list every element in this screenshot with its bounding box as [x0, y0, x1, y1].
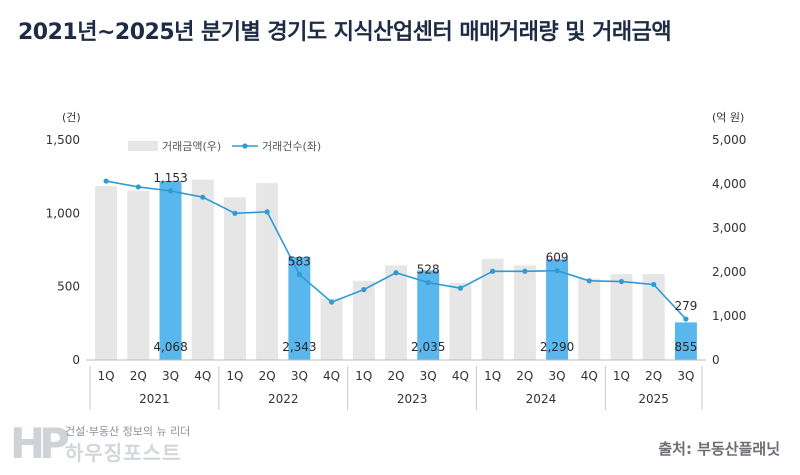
category-label: 2Q: [645, 369, 662, 383]
right-axis-tick: 0: [712, 353, 720, 367]
category-label: 1Q: [226, 369, 243, 383]
right-axis-tick: 5,000: [712, 133, 746, 147]
bar-value-label: 4,068: [153, 340, 187, 354]
legend-bar-swatch: [128, 141, 158, 151]
bar: [223, 197, 246, 360]
left-axis-tick: 0: [72, 353, 80, 367]
line-point: [586, 278, 592, 284]
line-point: [167, 188, 174, 194]
line-point: [135, 184, 141, 190]
right-axis-unit: (억 원): [712, 111, 744, 124]
bar: [191, 179, 214, 360]
line-point: [425, 279, 431, 286]
bar: [449, 283, 472, 360]
line-point: [683, 316, 689, 322]
category-label: 1Q: [613, 369, 630, 383]
year-label: 2025: [638, 392, 669, 406]
category-label: 2Q: [130, 369, 147, 383]
line-point: [296, 271, 302, 278]
line-point: [457, 285, 464, 291]
line-point: [361, 287, 367, 293]
category-label: 4Q: [194, 369, 211, 383]
bar: [513, 265, 536, 360]
bar: [578, 278, 601, 360]
category-label: 2Q: [516, 369, 533, 383]
right-axis-tick: 1,000: [712, 309, 746, 323]
left-axis-tick: 1,000: [46, 206, 80, 220]
category-label: 1Q: [484, 369, 501, 383]
category-label: 1Q: [355, 369, 372, 383]
bar-value-label: 2,290: [540, 340, 574, 354]
line-point: [200, 194, 206, 200]
category-label: 3Q: [162, 369, 179, 383]
line-point: [103, 178, 109, 184]
line-value-label: 1,153: [153, 171, 187, 185]
bar: [127, 190, 150, 360]
logo-mark-icon: HP: [10, 419, 70, 468]
logo: HP 건설·부동산 정보의 뉴 리더 하우징포스트: [10, 420, 250, 470]
line-value-label: 528: [417, 263, 440, 277]
category-label: 4Q: [581, 369, 598, 383]
bar-highlight: [288, 256, 311, 360]
bar: [256, 183, 279, 360]
category-label: 3Q: [291, 369, 308, 383]
line-point: [651, 281, 657, 288]
left-axis-tick: 500: [57, 280, 80, 294]
legend-line-label: 거래건수(좌): [262, 140, 321, 153]
line-value-label: 279: [674, 299, 697, 313]
line-value-label: 609: [546, 251, 569, 265]
bar: [95, 186, 118, 360]
source-label: 출처: 부동산플래닛: [658, 440, 780, 458]
bar-highlight: [417, 270, 440, 360]
bar: [385, 265, 407, 360]
line-point: [618, 278, 625, 285]
bar: [642, 274, 665, 360]
bar: [320, 298, 343, 360]
line-point: [393, 270, 399, 276]
line-point: [490, 268, 496, 274]
line-point: [264, 209, 270, 215]
right-axis-tick: 4,000: [712, 177, 746, 191]
bar-highlight: [674, 322, 697, 360]
right-axis-tick: 3,000: [712, 221, 746, 235]
category-label: 3Q: [549, 369, 566, 383]
category-label: 3Q: [420, 369, 437, 383]
category-label: 2Q: [259, 369, 276, 383]
line-point: [232, 210, 238, 216]
bar: [352, 280, 375, 360]
bar-value-label: 2,343: [282, 340, 316, 354]
year-label: 2022: [268, 392, 299, 406]
line-point: [554, 268, 560, 274]
bar-value-label: 855: [674, 340, 697, 354]
year-label: 2024: [526, 392, 557, 406]
category-label: 4Q: [323, 369, 340, 383]
bar-highlight: [159, 181, 182, 360]
bar-value-label: 2,035: [411, 340, 445, 354]
legend-line-marker: [242, 143, 248, 149]
page-title: 2021년~2025년 분기별 경기도 지식산업센터 매매거래량 및 거래금액: [18, 20, 672, 45]
right-axis-tick: 2,000: [712, 265, 746, 279]
bar: [610, 274, 633, 360]
category-label: 4Q: [452, 369, 469, 383]
line-point: [328, 299, 335, 305]
logo-tagline: 건설·부동산 정보의 뉴 리더: [65, 425, 191, 438]
bar-highlight: [546, 259, 569, 360]
year-label: 2023: [397, 392, 428, 406]
bar: [481, 258, 504, 360]
legend-bar-label: 거래금액(우): [162, 140, 221, 153]
logo-name: 하우징포스트: [65, 441, 182, 465]
category-label: 1Q: [98, 369, 115, 383]
category-label: 2Q: [387, 369, 404, 383]
left-axis-unit: (건): [62, 111, 81, 124]
line-value-label: 583: [288, 254, 311, 268]
line-point: [522, 268, 528, 274]
year-label: 2021: [139, 392, 170, 406]
category-label: 3Q: [677, 369, 694, 383]
left-axis-tick: 1,500: [46, 133, 80, 147]
